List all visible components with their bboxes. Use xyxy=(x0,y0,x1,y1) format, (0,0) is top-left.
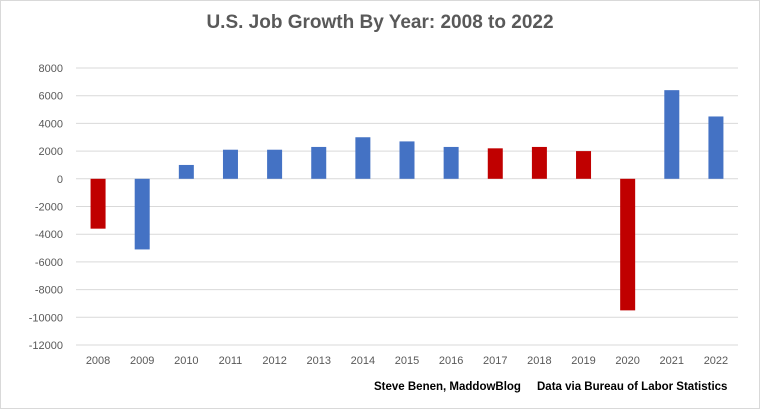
y-tick-label: -10000 xyxy=(29,312,63,324)
bar-2009 xyxy=(134,178,150,250)
y-tick-label: -12000 xyxy=(29,340,63,352)
x-tick-label: 2016 xyxy=(439,355,463,367)
x-tick-label: 2021 xyxy=(660,355,684,367)
chart-title: U.S. Job Growth By Year: 2008 to 2022 xyxy=(206,12,554,33)
gridlines xyxy=(76,67,738,346)
bar-2015 xyxy=(399,141,415,179)
bar-2020 xyxy=(620,178,636,311)
x-tick-label: 2010 xyxy=(174,355,198,367)
bar-2013 xyxy=(311,146,327,179)
x-tick-label: 2019 xyxy=(571,355,595,367)
y-tick-label: 4000 xyxy=(39,118,63,130)
x-tick-label: 2013 xyxy=(306,355,330,367)
x-tick-label: 2009 xyxy=(130,355,154,367)
credit-author: Steve Benen, MaddowBlog xyxy=(374,381,521,393)
x-tick-label: 2011 xyxy=(219,355,243,367)
bars xyxy=(90,90,724,311)
y-tick-label: 0 xyxy=(57,174,63,186)
y-tick-label: 6000 xyxy=(39,91,63,103)
bar-2019 xyxy=(576,151,592,179)
bar-2017 xyxy=(487,148,503,179)
y-tick-label: -2000 xyxy=(35,202,63,214)
bar-2008 xyxy=(90,178,106,229)
bar-2010 xyxy=(178,164,194,179)
x-tick-label: 2008 xyxy=(86,355,110,367)
bar-2016 xyxy=(443,146,459,179)
y-axis-ticks: 8000 6000 4000 2000 0 -2000 -4000 -6000 -8000 -10… xyxy=(29,63,63,352)
x-tick-label: 2022 xyxy=(704,355,728,367)
bar-2021 xyxy=(664,90,680,179)
y-tick-label: 2000 xyxy=(39,146,63,158)
bar-2018 xyxy=(531,146,547,179)
y-tick-label: -6000 xyxy=(35,257,63,269)
x-tick-label: 2014 xyxy=(351,355,375,367)
credit-source: Data via Bureau of Labor Statistics xyxy=(537,381,728,393)
x-axis-ticks: 2008 2009 2010 2011 2012 2013 2014 2015 2016 2017… xyxy=(86,355,728,367)
x-tick-label: 2012 xyxy=(262,355,286,367)
x-tick-label: 2020 xyxy=(615,355,639,367)
bar-2012 xyxy=(267,149,283,179)
x-tick-label: 2018 xyxy=(527,355,551,367)
bar-2014 xyxy=(355,137,371,179)
y-tick-label: -4000 xyxy=(35,229,63,241)
y-tick-label: -8000 xyxy=(35,285,63,297)
bar-2011 xyxy=(222,149,238,179)
x-tick-label: 2015 xyxy=(395,355,419,367)
x-tick-label: 2017 xyxy=(483,355,507,367)
y-tick-label: 8000 xyxy=(39,63,63,75)
bar-2022 xyxy=(708,116,724,179)
